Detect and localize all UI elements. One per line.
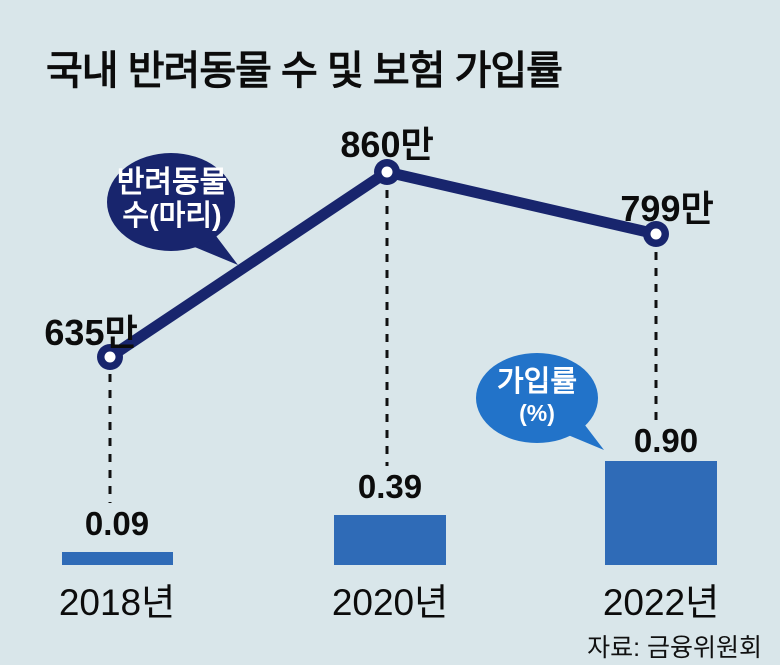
rate-bubble-shape: [476, 353, 604, 450]
source-credit: 자료: 금융위원회: [587, 634, 762, 662]
axis-label-2022: 2022년: [602, 582, 720, 623]
rate-value-2022: 0.90: [633, 422, 699, 459]
data-point-2020: [374, 159, 400, 185]
rate-bubble-line1: 가입률: [496, 366, 578, 398]
rate-bar-2020: [334, 515, 446, 565]
axis-label-2018: 2018년: [58, 582, 176, 623]
value-label-635: 635만: [44, 312, 138, 353]
rate-bar-2018: [62, 552, 173, 565]
value-label-860: 860만: [340, 124, 434, 165]
data-point-2018: [97, 344, 123, 370]
rate-value-2018: 0.09: [84, 505, 150, 542]
rate-bar-2022: [605, 461, 717, 565]
pets-bubble-line2: 수(마리): [122, 199, 222, 232]
pets-bubble-line1: 반려동물: [116, 166, 228, 199]
axis-label-2020: 2020년: [331, 582, 449, 623]
data-point-2022: [643, 221, 669, 247]
rate-bubble-line2: (%): [519, 400, 555, 427]
value-label-799: 799만: [620, 188, 714, 229]
page-title: 국내 반려동물 수 및 보험 가입률: [46, 49, 563, 93]
pets-bubble-label: 반려동물 수(마리): [106, 166, 238, 232]
pets-bubble-shape: [107, 153, 238, 265]
rate-bubble-label: 가입률 (%): [476, 366, 598, 427]
rate-value-2020: 0.39: [357, 468, 423, 505]
